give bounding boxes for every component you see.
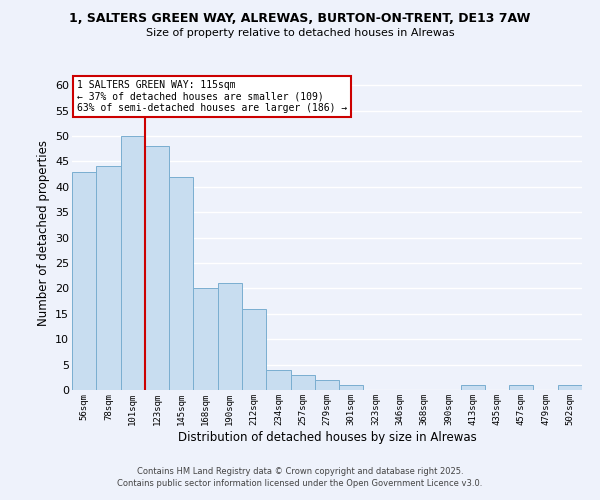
Bar xyxy=(145,146,169,390)
X-axis label: Distribution of detached houses by size in Alrewas: Distribution of detached houses by size … xyxy=(178,430,476,444)
Text: 1, SALTERS GREEN WAY, ALREWAS, BURTON-ON-TRENT, DE13 7AW: 1, SALTERS GREEN WAY, ALREWAS, BURTON-ON… xyxy=(70,12,530,26)
Text: Size of property relative to detached houses in Alrewas: Size of property relative to detached ho… xyxy=(146,28,454,38)
Bar xyxy=(509,385,533,390)
Bar xyxy=(193,288,218,390)
Bar xyxy=(96,166,121,390)
Bar xyxy=(339,385,364,390)
Bar xyxy=(558,385,582,390)
Bar xyxy=(266,370,290,390)
Bar xyxy=(169,176,193,390)
Bar xyxy=(121,136,145,390)
Bar xyxy=(242,308,266,390)
Bar xyxy=(290,375,315,390)
Y-axis label: Number of detached properties: Number of detached properties xyxy=(37,140,50,326)
Bar xyxy=(218,284,242,390)
Text: 1 SALTERS GREEN WAY: 115sqm
← 37% of detached houses are smaller (109)
63% of se: 1 SALTERS GREEN WAY: 115sqm ← 37% of det… xyxy=(77,80,347,113)
Bar xyxy=(72,172,96,390)
Text: Contains HM Land Registry data © Crown copyright and database right 2025.
Contai: Contains HM Land Registry data © Crown c… xyxy=(118,466,482,487)
Bar xyxy=(461,385,485,390)
Bar xyxy=(315,380,339,390)
